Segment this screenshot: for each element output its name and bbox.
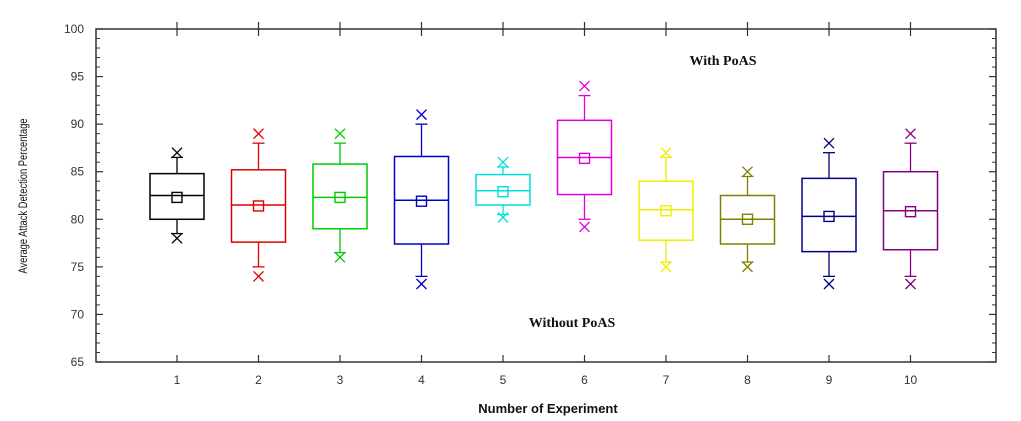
y-axis-title: Average Attack Detection Percentage: [17, 118, 30, 273]
mean-marker: [904, 205, 917, 218]
box-iqr: [801, 177, 857, 253]
max-marker-stroke: [905, 128, 916, 140]
min-marker-stroke: [334, 251, 346, 263]
boxes-layer: [149, 80, 939, 290]
box-iqr: [149, 172, 205, 221]
min-marker: [823, 278, 835, 290]
box-group-10: [882, 128, 939, 290]
x-axis: 1 2 3 4 5 6 7 8 9 10: [174, 22, 918, 387]
min-marker-stroke: [823, 278, 835, 290]
max-marker-stroke: [579, 80, 590, 92]
plot-area-frame: [95, 28, 997, 363]
min-marker-stroke: [742, 261, 753, 273]
max-marker: [334, 128, 346, 140]
mean-marker: [741, 213, 754, 225]
max-marker-stroke: [742, 166, 753, 178]
min-marker: [171, 232, 183, 244]
x-tick-label: 4: [418, 373, 425, 387]
box-group-3: [312, 128, 368, 263]
min-marker: [497, 211, 509, 223]
min-marker: [416, 278, 427, 290]
box-group-7: [638, 147, 694, 273]
mean-marker: [578, 152, 591, 165]
box-iqr: [312, 163, 368, 230]
box-group-8: [719, 166, 776, 273]
box-group-4: [393, 109, 450, 290]
max-marker: [579, 80, 590, 92]
mean-marker: [660, 205, 672, 217]
mean-marker: [415, 195, 428, 207]
mean-marker: [252, 200, 265, 212]
max-marker: [742, 166, 753, 178]
x-tick-label: 8: [744, 373, 751, 387]
min-marker: [905, 278, 916, 290]
max-marker-stroke: [823, 137, 835, 149]
x-tick-label: 5: [500, 373, 507, 387]
min-marker-stroke: [253, 270, 264, 282]
max-marker-stroke: [171, 147, 183, 159]
max-marker: [416, 109, 427, 121]
mean-marker: [497, 185, 509, 198]
max-marker-stroke: [416, 109, 427, 121]
box-group-1: [149, 147, 205, 244]
max-marker: [823, 137, 835, 149]
max-marker: [905, 128, 916, 140]
y-tick-label: 80: [71, 212, 85, 226]
box-iqr: [475, 173, 531, 206]
min-marker: [660, 261, 672, 273]
min-marker: [579, 221, 590, 233]
max-marker-stroke: [660, 147, 672, 159]
max-marker-stroke: [334, 128, 346, 140]
x-axis-title: Number of Experiment: [478, 401, 618, 416]
box-iqr: [230, 169, 287, 243]
x-tick-label: 10: [904, 373, 918, 387]
box-group-9: [801, 137, 857, 290]
y-tick-label: 65: [71, 355, 85, 369]
y-tick-label: 75: [71, 260, 85, 274]
y-tick-label: 85: [71, 165, 85, 179]
box-iqr: [638, 180, 694, 241]
min-marker: [253, 270, 264, 282]
box-group-6: [556, 80, 613, 233]
x-tick-label: 6: [581, 373, 588, 387]
max-marker: [253, 128, 264, 140]
x-tick-label: 2: [255, 373, 262, 387]
mean-marker: [334, 191, 346, 204]
mean-marker: [171, 191, 183, 204]
min-marker-stroke: [660, 261, 672, 273]
y-tick-label: 70: [71, 307, 85, 321]
x-tick-label: 7: [663, 373, 670, 387]
max-marker: [171, 147, 183, 159]
min-marker: [742, 261, 753, 273]
y-tick-label: 95: [71, 70, 85, 84]
max-marker: [497, 156, 509, 168]
min-marker-stroke: [579, 221, 590, 233]
min-marker-stroke: [171, 232, 183, 244]
max-marker-stroke: [253, 128, 264, 140]
x-tick-label: 9: [826, 373, 833, 387]
x-tick-label: 1: [174, 373, 181, 387]
max-marker: [660, 147, 672, 159]
x-tick-label: 3: [337, 373, 344, 387]
min-marker-stroke: [905, 278, 916, 290]
max-marker-stroke: [497, 156, 509, 168]
box-group-2: [230, 128, 287, 282]
min-marker-stroke: [416, 278, 427, 290]
y-tick-label: 90: [71, 117, 85, 131]
box-group-5: [475, 156, 531, 223]
annotation-with-poas: With PoAS: [689, 54, 756, 69]
mean-marker: [823, 210, 835, 223]
min-marker-stroke: [497, 211, 509, 223]
y-tick-label: 100: [64, 22, 84, 36]
min-marker: [334, 251, 346, 263]
y-axis: 65 70 75 80 85 90 95 100: [64, 22, 996, 369]
annotation-without-poas: Without PoAS: [529, 316, 616, 331]
